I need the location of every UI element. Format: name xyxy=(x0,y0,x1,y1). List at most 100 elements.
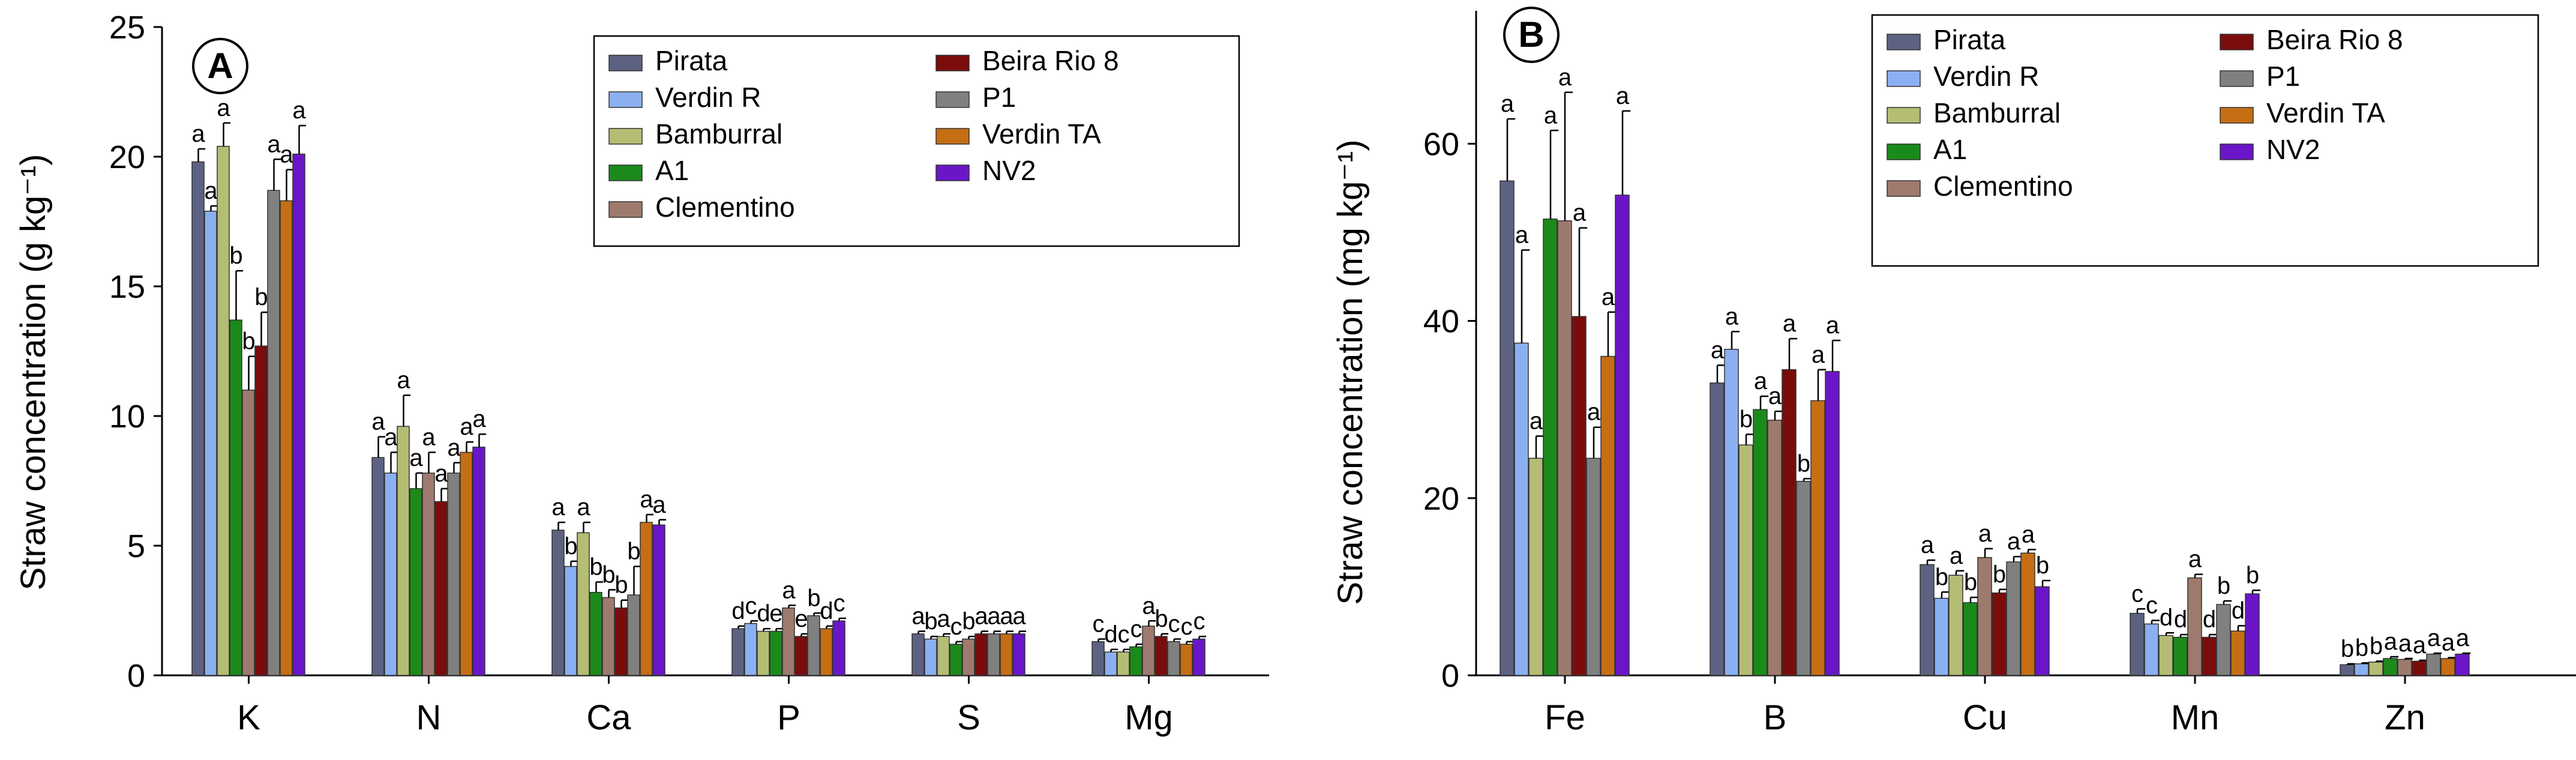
legend-swatch xyxy=(2220,70,2254,87)
bar xyxy=(627,594,640,676)
significance-label: a xyxy=(434,460,448,487)
significance-label: c xyxy=(833,590,845,617)
bar xyxy=(987,633,1000,676)
bar xyxy=(447,472,460,676)
legend-label: P1 xyxy=(2266,61,2300,92)
significance-label: e xyxy=(769,600,782,627)
significance-label: d xyxy=(757,600,770,627)
significance-label: a xyxy=(911,603,925,630)
bar xyxy=(1117,651,1130,676)
bar xyxy=(769,630,782,676)
significance-label: b xyxy=(229,243,242,269)
significance-label: a xyxy=(652,492,666,518)
y-tick-label: 20 xyxy=(1423,481,1459,517)
significance-label: a xyxy=(577,494,590,520)
bar xyxy=(409,488,422,676)
bar xyxy=(1738,444,1753,676)
legend-swatch xyxy=(1887,143,1921,160)
bar xyxy=(2368,662,2383,676)
significance-label: b xyxy=(2370,633,2383,659)
significance-label: b xyxy=(2217,573,2230,599)
significance-label: d xyxy=(820,598,833,624)
bar xyxy=(204,210,217,676)
panel-a-letter: A xyxy=(207,46,233,86)
significance-label: a xyxy=(1544,102,1558,128)
x-tick-label: P xyxy=(777,698,800,737)
legend-swatch xyxy=(1887,70,1921,87)
significance-label: a xyxy=(384,424,398,450)
bar xyxy=(1920,564,1935,676)
significance-label: a xyxy=(1826,312,1840,339)
significance-label: a xyxy=(1978,520,1992,547)
legend-box xyxy=(593,35,1240,247)
bar xyxy=(807,615,820,676)
significance-label: b xyxy=(807,585,820,611)
x-tick-label: B xyxy=(1764,698,1787,737)
significance-label: a xyxy=(409,445,423,471)
legend-swatch xyxy=(2220,107,2254,124)
legend-label: Bamburral xyxy=(655,118,782,149)
y-tick-label: 10 xyxy=(109,399,145,435)
significance-label: a xyxy=(292,97,306,124)
significance-label: a xyxy=(2427,625,2441,651)
significance-label: a xyxy=(640,486,653,513)
bar xyxy=(2035,586,2050,676)
plot-a: 0510152025KaaabbbaaaNaaaaaaaaaCaababbbba… xyxy=(109,10,1269,737)
legend-label: Verdin TA xyxy=(982,118,1101,149)
x-tick-label: Ca xyxy=(586,698,631,737)
bar xyxy=(460,451,473,676)
significance-label: a xyxy=(422,424,436,450)
legend-label: A1 xyxy=(655,155,689,186)
bar xyxy=(254,345,268,676)
significance-label: a xyxy=(1812,342,1825,368)
x-tick-label: Mg xyxy=(1124,698,1173,737)
bar xyxy=(962,638,975,676)
bar xyxy=(1724,349,1739,676)
bar xyxy=(242,390,255,676)
significance-label: c xyxy=(745,593,757,619)
significance-label: d xyxy=(2232,597,2245,624)
legend-label: Clementino xyxy=(655,192,795,223)
bar xyxy=(2173,636,2188,676)
x-tick-label: S xyxy=(957,698,980,737)
significance-label: a xyxy=(1587,399,1601,426)
significance-label: a xyxy=(1530,408,1543,434)
legend-swatch xyxy=(1887,180,1921,197)
panel-a-badge xyxy=(192,38,248,94)
bar xyxy=(472,447,485,676)
bar xyxy=(782,607,795,676)
significance-label: a xyxy=(1921,532,1935,558)
significance-label: d xyxy=(731,598,745,624)
significance-label: a xyxy=(1950,543,1963,569)
significance-label: a xyxy=(1725,303,1739,330)
significance-label: a xyxy=(472,406,486,432)
significance-label: b xyxy=(1993,561,2006,588)
bar xyxy=(1572,316,1587,676)
bar xyxy=(2340,664,2355,676)
panel-a: Straw concentration (g kg⁻¹) A 0 5 10 15 20 2… xyxy=(14,10,1269,737)
bar xyxy=(1934,597,1949,676)
bar xyxy=(949,644,962,676)
bar xyxy=(434,501,448,676)
bar xyxy=(191,161,205,676)
y-tick-label: 40 xyxy=(1423,304,1459,340)
bar xyxy=(1963,602,1978,676)
significance-label: a xyxy=(2456,625,2470,651)
significance-label: a xyxy=(551,494,565,520)
significance-label: b xyxy=(589,553,602,580)
significance-label: c xyxy=(1130,616,1142,642)
significance-label: a xyxy=(2007,528,2021,555)
x-tick-label: K xyxy=(237,698,260,737)
bar xyxy=(2216,604,2231,676)
bar xyxy=(280,200,293,676)
x-tick-label: Fe xyxy=(1545,698,1585,737)
significance-label: a xyxy=(460,414,473,440)
significance-label: b xyxy=(962,608,975,635)
significance-label: a xyxy=(217,95,230,121)
significance-label: a xyxy=(1711,337,1725,363)
legend-swatch xyxy=(608,91,643,108)
significance-label: b xyxy=(924,608,937,635)
bar xyxy=(1543,219,1558,676)
significance-label: a xyxy=(1783,310,1797,337)
legend-a: Pirata Verdin R Bamburral A1 Clementino Beira… xyxy=(593,35,1240,247)
